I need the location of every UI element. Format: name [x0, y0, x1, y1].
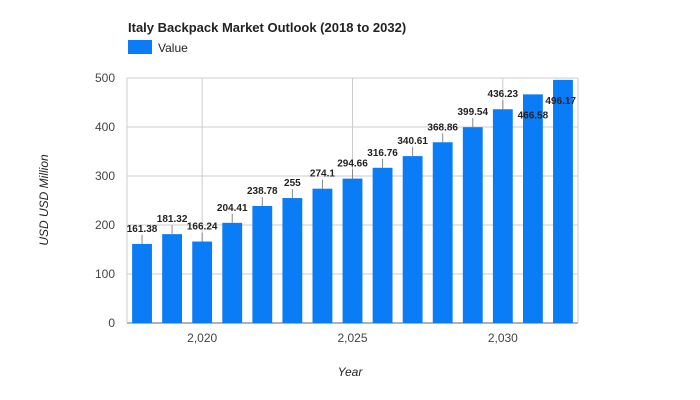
data-label: 466.58: [518, 110, 549, 121]
data-label: 255: [284, 178, 301, 189]
bar: [282, 198, 303, 323]
y-tick-label: 500: [95, 71, 115, 85]
bar: [132, 243, 152, 323]
bar: [192, 241, 213, 323]
x-tick-label: 2,020: [187, 331, 217, 345]
data-label: 316.76: [367, 148, 398, 159]
bars: [132, 79, 573, 324]
data-label: 204.41: [217, 203, 248, 214]
bar: [432, 142, 453, 323]
y-axis-ticks: 0 100 200 300 400 500: [95, 71, 115, 330]
x-tick-label: 2,030: [488, 331, 518, 345]
bar: [492, 109, 513, 323]
bar: [342, 178, 363, 323]
bar: [162, 234, 183, 323]
chart-title: Italy Backpack Market Outlook (2018 to 2…: [128, 20, 406, 35]
legend-swatch: [128, 40, 152, 54]
bar: [312, 188, 333, 323]
data-label: 161.38: [127, 224, 158, 235]
y-tick-label: 200: [95, 218, 115, 232]
data-label: 181.32: [157, 214, 188, 225]
data-label: 399.54: [457, 107, 488, 118]
x-axis-title: Year: [338, 365, 364, 379]
x-axis-ticks: 2,020 2,025 2,030: [187, 331, 518, 345]
data-label: 274.1: [310, 169, 335, 180]
data-label: 368.86: [427, 122, 458, 133]
data-label: 340.61: [397, 136, 428, 147]
bar: [252, 205, 273, 323]
data-label: 166.24: [187, 222, 218, 233]
y-axis-title: USD USD Million: [37, 154, 51, 246]
x-tick-label: 2,025: [337, 331, 367, 345]
data-label: 294.66: [337, 159, 368, 170]
bar: [553, 79, 573, 323]
y-tick-label: 400: [95, 120, 115, 134]
bar: [402, 156, 423, 323]
bar: [222, 222, 243, 323]
data-label: 436.23: [488, 89, 519, 100]
y-tick-label: 100: [95, 267, 115, 281]
bar: [462, 127, 483, 323]
y-tick-label: 300: [95, 169, 115, 183]
y-tick-label: 0: [108, 316, 115, 330]
legend-label: Value: [158, 41, 188, 55]
data-label: 496.17: [545, 96, 576, 107]
bar: [372, 167, 393, 323]
legend: Value: [128, 40, 188, 55]
data-label: 238.78: [247, 186, 278, 197]
bar: [522, 94, 543, 324]
